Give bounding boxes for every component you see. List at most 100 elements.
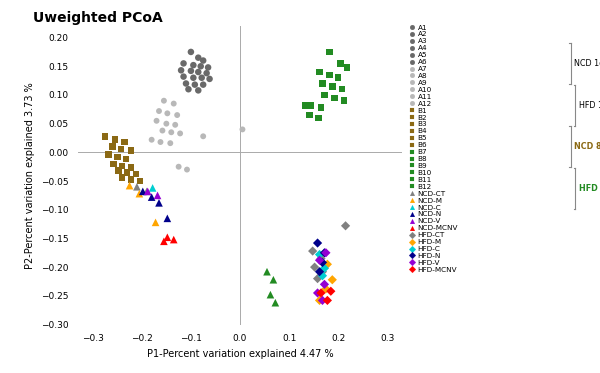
Point	[307, 102, 316, 108]
Point	[182, 167, 192, 173]
Point	[313, 276, 322, 282]
Point	[317, 297, 327, 303]
Point	[184, 86, 193, 92]
Point	[154, 108, 164, 114]
Point	[193, 69, 203, 75]
Text: NCD 8wk: NCD 8wk	[574, 142, 600, 151]
Point	[193, 55, 203, 61]
Point	[163, 215, 172, 221]
Point	[190, 82, 200, 88]
Point	[131, 171, 141, 177]
Point	[313, 240, 322, 246]
Point	[317, 81, 327, 87]
Point	[153, 192, 163, 198]
Point	[172, 112, 182, 118]
Point	[271, 300, 280, 306]
Point	[196, 63, 206, 69]
Point	[317, 273, 327, 279]
Point	[339, 98, 349, 104]
Point	[341, 223, 350, 229]
Point	[310, 264, 319, 270]
Point	[176, 67, 186, 73]
Point	[314, 115, 323, 121]
Point	[266, 292, 275, 298]
Point	[152, 118, 161, 124]
Point	[155, 139, 165, 145]
Y-axis label: P2-Percent variation explained 3.73 %: P2-Percent variation explained 3.73 %	[25, 82, 35, 269]
Point	[159, 238, 169, 244]
Point	[321, 286, 331, 292]
Point	[174, 164, 184, 170]
Point	[308, 248, 317, 254]
Point	[181, 81, 191, 87]
Point	[118, 175, 127, 181]
Point	[329, 95, 339, 101]
Point	[325, 49, 334, 55]
Point	[300, 102, 310, 108]
Point	[188, 62, 198, 68]
Point	[336, 60, 346, 66]
Point	[148, 185, 157, 191]
Point	[313, 290, 322, 296]
Point	[166, 129, 176, 135]
Point	[151, 219, 160, 225]
Point	[186, 68, 196, 74]
Point	[163, 110, 172, 116]
Point	[143, 188, 152, 194]
Point	[186, 49, 196, 55]
Point	[163, 234, 172, 240]
Point	[112, 154, 122, 160]
Point	[121, 156, 131, 162]
Point	[316, 104, 326, 110]
Point	[116, 146, 126, 152]
Text: HFD 8wk: HFD 8wk	[579, 184, 600, 193]
Point	[109, 161, 118, 167]
Point	[138, 188, 148, 194]
Point	[104, 152, 113, 158]
Point	[134, 191, 144, 197]
Point	[199, 82, 208, 88]
Point	[166, 140, 175, 146]
Point	[169, 236, 179, 242]
Point	[262, 269, 272, 275]
Point	[315, 269, 325, 275]
Point	[317, 260, 327, 266]
Point	[188, 75, 198, 81]
Point	[315, 251, 325, 257]
Point	[315, 257, 325, 263]
X-axis label: P1-Percent variation explained 4.47 %: P1-Percent variation explained 4.47 %	[146, 349, 334, 359]
Legend: A1, A2, A3, A4, A5, A6, A7, A8, A9, A10, A11, A12, B1, B2, B3, B4, B5, B6, B7, B: A1, A2, A3, A4, A5, A6, A7, A8, A9, A10,…	[409, 24, 459, 273]
Point	[326, 288, 335, 294]
Point	[125, 183, 134, 189]
Point	[315, 69, 325, 75]
Point	[323, 297, 332, 303]
Point	[323, 261, 332, 267]
Point	[170, 122, 180, 128]
Point	[175, 131, 185, 137]
Point	[120, 139, 130, 145]
Point	[126, 176, 136, 182]
Point	[161, 121, 171, 127]
Point	[316, 256, 326, 261]
Point	[199, 133, 208, 139]
Point	[320, 250, 329, 256]
Point	[122, 169, 132, 175]
Point	[320, 92, 329, 98]
Point	[205, 76, 214, 82]
Text: NCD 1d: NCD 1d	[574, 59, 600, 68]
Point	[193, 87, 203, 93]
Point	[142, 188, 152, 194]
Point	[154, 200, 164, 206]
Point	[126, 148, 136, 154]
Point	[179, 73, 188, 79]
Point	[325, 72, 334, 78]
Point	[158, 128, 167, 134]
Point	[334, 75, 343, 81]
Point	[315, 297, 325, 303]
Point	[203, 65, 213, 70]
Point	[147, 194, 157, 200]
Point	[320, 281, 329, 287]
Point	[100, 133, 110, 139]
Point	[169, 101, 179, 107]
Text: HFD 1d: HFD 1d	[579, 101, 600, 110]
